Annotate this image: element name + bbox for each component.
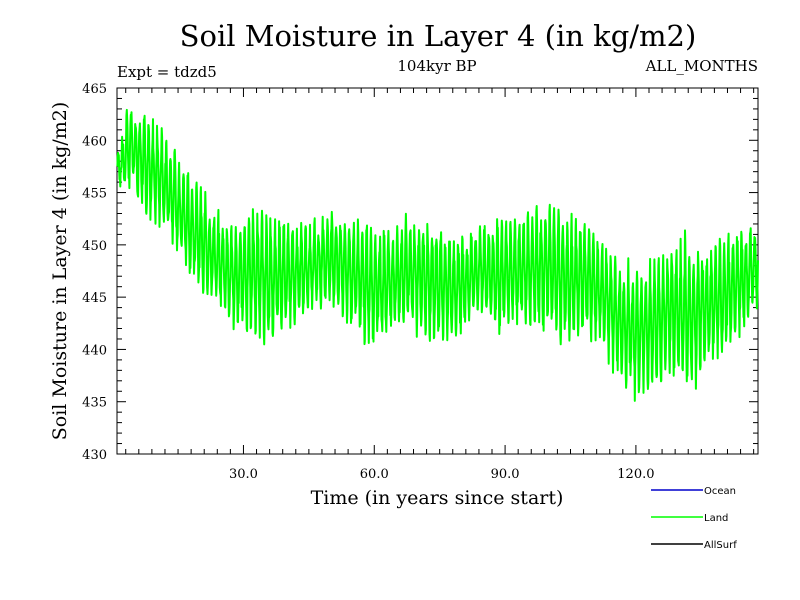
y-tick-label: 465 — [82, 82, 107, 97]
y-tick-label: 460 — [82, 134, 107, 149]
period-label: 104kyr BP — [397, 57, 476, 75]
x-axis-label: Time (in years since start) — [311, 487, 564, 509]
y-tick-label: 440 — [82, 343, 107, 358]
y-tick-label: 450 — [82, 239, 107, 254]
legend-label-ocean: Ocean — [704, 486, 736, 497]
y-axis-label: Soil Moisture in Layer 4 (in kg/m2) — [49, 102, 71, 441]
x-tick-label: 60.0 — [360, 467, 389, 482]
chart-title: Soil Moisture in Layer 4 (in kg/m2) — [180, 19, 697, 53]
months-label: ALL_MONTHS — [645, 57, 758, 75]
series-line-land — [116, 108, 759, 402]
y-tick-label: 445 — [82, 291, 107, 306]
legend: Ocean Land AllSurf — [651, 486, 737, 551]
y-tick-label: 455 — [82, 187, 107, 202]
x-tick-label: 120.0 — [617, 467, 654, 482]
x-tick-label: 90.0 — [491, 467, 520, 482]
y-tick-label: 435 — [82, 396, 107, 411]
experiment-label: Expt = tdzd5 — [117, 63, 217, 81]
x-axis: 30.0 60.0 90.0 120.0 — [125, 88, 755, 482]
x-tick-label: 30.0 — [229, 467, 258, 482]
legend-label-allsurf: AllSurf — [704, 540, 737, 551]
y-axis: 430 435 440 445 450 455 460 465 — [82, 82, 758, 463]
series-layer — [116, 108, 759, 402]
legend-label-land: Land — [704, 513, 728, 524]
y-tick-label: 430 — [82, 448, 107, 463]
